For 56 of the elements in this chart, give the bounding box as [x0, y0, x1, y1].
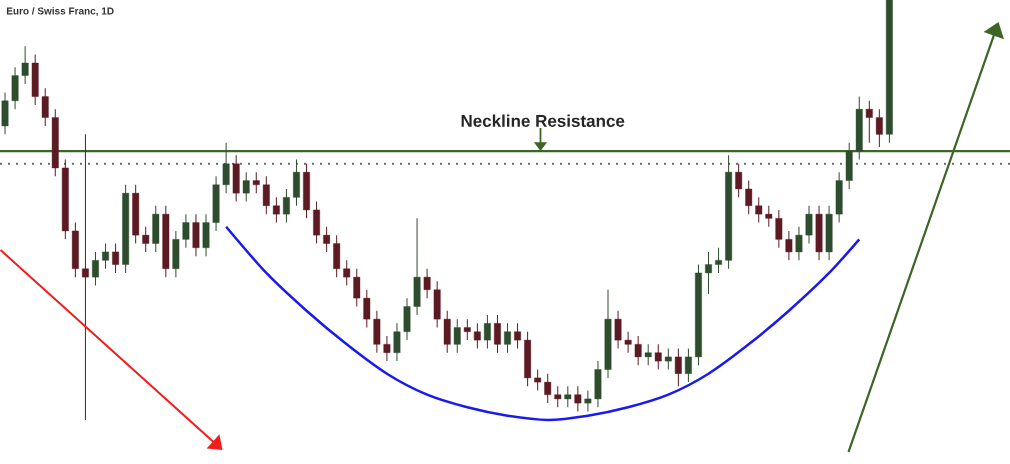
candlestick	[865, 100, 873, 144]
candlestick	[463, 318, 471, 341]
candlestick	[654, 343, 662, 371]
candlestick	[453, 318, 461, 354]
candlestick	[735, 163, 743, 198]
candlestick	[383, 335, 391, 362]
candlestick	[102, 243, 109, 270]
candlestick	[574, 385, 582, 413]
candlestick	[21, 45, 29, 85]
candlestick	[684, 348, 692, 383]
candlestick	[504, 322, 511, 354]
candlestick	[745, 180, 753, 215]
candlestick	[423, 268, 431, 299]
candlestick	[614, 310, 622, 350]
candlestick	[494, 314, 501, 354]
candlestick	[353, 268, 361, 308]
candlestick	[544, 373, 552, 404]
candlestick	[755, 196, 763, 224]
candlestick	[112, 243, 119, 274]
candlestick	[92, 251, 99, 287]
candlestick	[343, 259, 351, 287]
candlestick	[514, 322, 521, 350]
candlestick	[795, 226, 803, 261]
candlestick	[393, 322, 401, 362]
candlestick	[584, 390, 592, 413]
candlestick	[182, 213, 190, 249]
candlestick	[142, 226, 150, 253]
candlestick	[363, 289, 371, 329]
candlestick	[323, 226, 331, 253]
candlestick	[805, 205, 813, 245]
candlestick	[534, 369, 542, 392]
candlestick	[41, 87, 49, 127]
candlestick	[262, 175, 270, 215]
candlestick	[674, 348, 682, 387]
candlestick	[272, 196, 280, 224]
candlestick	[252, 171, 260, 194]
candlestick	[473, 322, 481, 350]
candlestick	[664, 348, 672, 371]
candlestick	[554, 385, 562, 408]
candlestick	[875, 108, 883, 148]
candlestick	[775, 209, 783, 249]
candlestick	[624, 331, 632, 354]
candlestick	[564, 385, 572, 408]
candlestick	[222, 142, 230, 194]
candlestick	[705, 251, 712, 295]
ref-line-label: Neckline Resistance	[461, 114, 625, 127]
text: Euro / Swiss Franc, 1D	[6, 7, 114, 16]
candlestick	[715, 247, 722, 274]
candlestick	[765, 205, 773, 228]
candlestick	[634, 335, 642, 366]
candlestick	[483, 314, 491, 350]
candlestick	[242, 171, 250, 203]
candlestick	[644, 343, 652, 366]
candlestick	[82, 133, 89, 421]
candlestick	[785, 230, 793, 261]
candlestick	[283, 188, 290, 224]
